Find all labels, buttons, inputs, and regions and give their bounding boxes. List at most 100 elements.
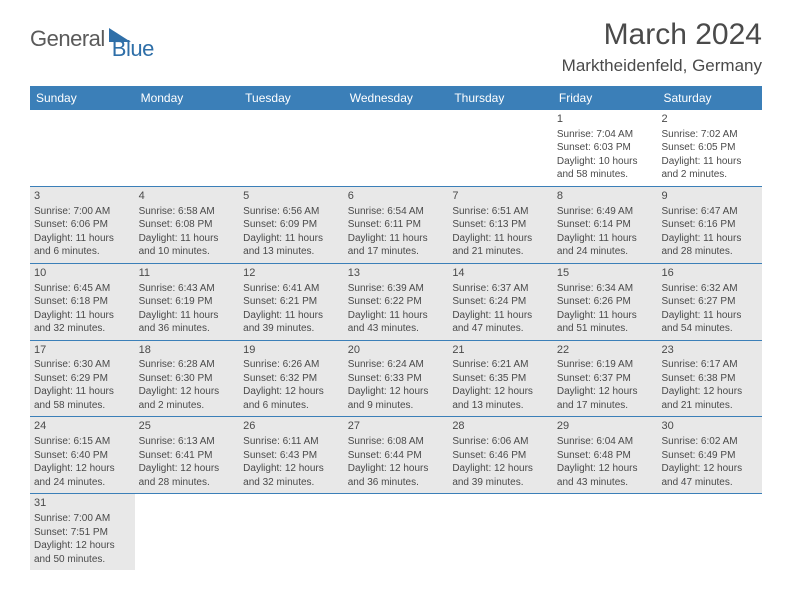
day-cell: 12Sunrise: 6:41 AMSunset: 6:21 PMDayligh… (239, 264, 344, 340)
empty-day-cell (239, 494, 344, 570)
week-row: 3Sunrise: 7:00 AMSunset: 6:06 PMDaylight… (30, 187, 762, 264)
day-cell: 25Sunrise: 6:13 AMSunset: 6:41 PMDayligh… (135, 417, 240, 493)
calendar-grid: SundayMondayTuesdayWednesdayThursdayFrid… (30, 86, 762, 570)
day-sunrise: Sunrise: 6:45 AM (34, 282, 131, 296)
day-sunset: Sunset: 6:03 PM (557, 141, 654, 155)
day-number: 25 (139, 419, 236, 434)
week-row: 24Sunrise: 6:15 AMSunset: 6:40 PMDayligh… (30, 417, 762, 494)
day-sunrise: Sunrise: 6:32 AM (661, 282, 758, 296)
day-daylight-l1: Daylight: 11 hours (243, 309, 340, 323)
day-daylight-l1: Daylight: 12 hours (243, 462, 340, 476)
day-cell: 22Sunrise: 6:19 AMSunset: 6:37 PMDayligh… (553, 341, 658, 417)
day-sunrise: Sunrise: 7:02 AM (661, 128, 758, 142)
day-sunrise: Sunrise: 6:58 AM (139, 205, 236, 219)
day-sunrise: Sunrise: 7:04 AM (557, 128, 654, 142)
day-daylight-l1: Daylight: 12 hours (139, 385, 236, 399)
day-number: 17 (34, 343, 131, 358)
day-number: 7 (452, 189, 549, 204)
day-daylight-l1: Daylight: 12 hours (243, 385, 340, 399)
day-sunrise: Sunrise: 6:13 AM (139, 435, 236, 449)
day-cell: 9Sunrise: 6:47 AMSunset: 6:16 PMDaylight… (657, 187, 762, 263)
month-year-title: March 2024 (562, 18, 762, 52)
day-number: 31 (34, 496, 131, 511)
day-sunrise: Sunrise: 6:51 AM (452, 205, 549, 219)
day-daylight-l2: and 36 minutes. (139, 322, 236, 336)
day-sunrise: Sunrise: 6:39 AM (348, 282, 445, 296)
location-subtitle: Marktheidenfeld, Germany (562, 56, 762, 76)
day-cell: 11Sunrise: 6:43 AMSunset: 6:19 PMDayligh… (135, 264, 240, 340)
day-cell: 30Sunrise: 6:02 AMSunset: 6:49 PMDayligh… (657, 417, 762, 493)
weekday-header: Friday (553, 86, 658, 110)
day-daylight-l1: Daylight: 11 hours (139, 232, 236, 246)
week-row: 1Sunrise: 7:04 AMSunset: 6:03 PMDaylight… (30, 110, 762, 187)
day-sunset: Sunset: 6:09 PM (243, 218, 340, 232)
day-daylight-l1: Daylight: 12 hours (661, 462, 758, 476)
day-daylight-l2: and 24 minutes. (557, 245, 654, 259)
day-daylight-l1: Daylight: 11 hours (661, 155, 758, 169)
day-daylight-l1: Daylight: 11 hours (557, 309, 654, 323)
day-number: 24 (34, 419, 131, 434)
day-number: 10 (34, 266, 131, 281)
day-cell: 13Sunrise: 6:39 AMSunset: 6:22 PMDayligh… (344, 264, 449, 340)
day-daylight-l2: and 28 minutes. (139, 476, 236, 490)
day-number: 27 (348, 419, 445, 434)
day-sunset: Sunset: 6:06 PM (34, 218, 131, 232)
day-sunset: Sunset: 6:27 PM (661, 295, 758, 309)
day-daylight-l2: and 2 minutes. (661, 168, 758, 182)
day-cell: 4Sunrise: 6:58 AMSunset: 6:08 PMDaylight… (135, 187, 240, 263)
day-daylight-l1: Daylight: 12 hours (661, 385, 758, 399)
day-sunrise: Sunrise: 7:00 AM (34, 512, 131, 526)
day-daylight-l1: Daylight: 11 hours (34, 385, 131, 399)
day-daylight-l2: and 24 minutes. (34, 476, 131, 490)
day-daylight-l1: Daylight: 12 hours (452, 462, 549, 476)
day-sunrise: Sunrise: 6:54 AM (348, 205, 445, 219)
day-number: 15 (557, 266, 654, 281)
day-daylight-l1: Daylight: 12 hours (348, 385, 445, 399)
day-sunrise: Sunrise: 6:34 AM (557, 282, 654, 296)
day-cell: 8Sunrise: 6:49 AMSunset: 6:14 PMDaylight… (553, 187, 658, 263)
day-daylight-l2: and 51 minutes. (557, 322, 654, 336)
day-cell: 27Sunrise: 6:08 AMSunset: 6:44 PMDayligh… (344, 417, 449, 493)
week-row: 17Sunrise: 6:30 AMSunset: 6:29 PMDayligh… (30, 341, 762, 418)
day-number: 18 (139, 343, 236, 358)
day-daylight-l1: Daylight: 11 hours (452, 309, 549, 323)
day-daylight-l1: Daylight: 11 hours (452, 232, 549, 246)
day-number: 20 (348, 343, 445, 358)
day-sunset: Sunset: 6:22 PM (348, 295, 445, 309)
day-daylight-l1: Daylight: 12 hours (34, 539, 131, 553)
day-sunrise: Sunrise: 6:49 AM (557, 205, 654, 219)
day-number: 8 (557, 189, 654, 204)
weekday-header: Saturday (657, 86, 762, 110)
day-cell: 6Sunrise: 6:54 AMSunset: 6:11 PMDaylight… (344, 187, 449, 263)
day-sunrise: Sunrise: 6:41 AM (243, 282, 340, 296)
day-sunset: Sunset: 6:38 PM (661, 372, 758, 386)
day-cell: 3Sunrise: 7:00 AMSunset: 6:06 PMDaylight… (30, 187, 135, 263)
empty-day-cell (135, 494, 240, 570)
day-daylight-l2: and 36 minutes. (348, 476, 445, 490)
day-sunset: Sunset: 6:26 PM (557, 295, 654, 309)
day-number: 26 (243, 419, 340, 434)
day-sunset: Sunset: 6:16 PM (661, 218, 758, 232)
day-sunset: Sunset: 6:48 PM (557, 449, 654, 463)
empty-day-cell (344, 494, 449, 570)
day-sunset: Sunset: 6:44 PM (348, 449, 445, 463)
day-daylight-l1: Daylight: 12 hours (557, 385, 654, 399)
title-block: March 2024 Marktheidenfeld, Germany (562, 18, 762, 76)
day-sunrise: Sunrise: 6:02 AM (661, 435, 758, 449)
day-sunrise: Sunrise: 6:15 AM (34, 435, 131, 449)
day-daylight-l2: and 43 minutes. (348, 322, 445, 336)
day-sunrise: Sunrise: 6:26 AM (243, 358, 340, 372)
day-number: 21 (452, 343, 549, 358)
day-daylight-l1: Daylight: 11 hours (34, 309, 131, 323)
day-cell: 17Sunrise: 6:30 AMSunset: 6:29 PMDayligh… (30, 341, 135, 417)
day-daylight-l2: and 39 minutes. (243, 322, 340, 336)
day-sunrise: Sunrise: 6:04 AM (557, 435, 654, 449)
day-daylight-l2: and 50 minutes. (34, 553, 131, 567)
logo: General Blue (30, 26, 174, 52)
day-daylight-l1: Daylight: 12 hours (348, 462, 445, 476)
day-daylight-l1: Daylight: 11 hours (139, 309, 236, 323)
day-sunset: Sunset: 6:37 PM (557, 372, 654, 386)
day-sunset: Sunset: 6:13 PM (452, 218, 549, 232)
day-number: 9 (661, 189, 758, 204)
day-daylight-l1: Daylight: 10 hours (557, 155, 654, 169)
